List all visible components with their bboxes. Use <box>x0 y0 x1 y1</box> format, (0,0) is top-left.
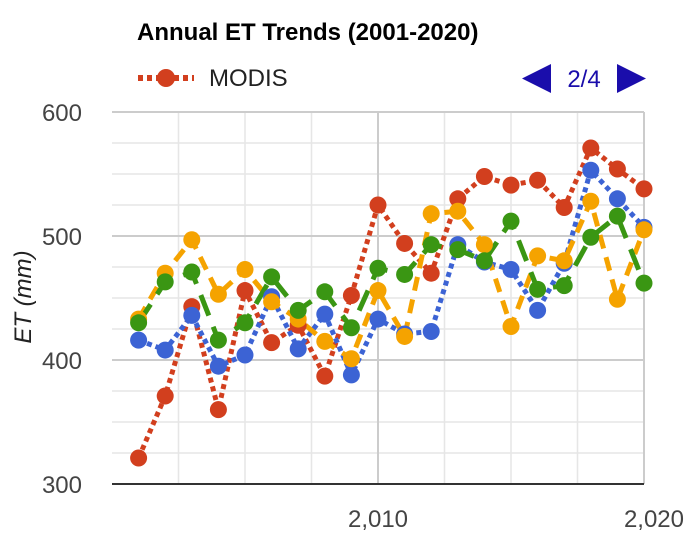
data-point-modis <box>396 234 414 252</box>
chart-title: Annual ET Trends (2001-2020) <box>137 19 478 46</box>
data-point-series-c <box>449 202 467 220</box>
data-point-modis <box>130 449 148 467</box>
data-point-series-b <box>130 331 148 349</box>
data-point-series-b <box>608 190 626 208</box>
data-point-series-d <box>263 268 281 286</box>
data-point-series-b <box>422 322 440 340</box>
data-point-series-d <box>608 207 626 225</box>
data-point-series-b <box>316 305 334 323</box>
data-point-series-d <box>635 274 653 292</box>
data-point-series-b <box>369 310 387 328</box>
data-point-series-c <box>555 252 573 270</box>
data-point-series-c <box>475 236 493 254</box>
data-point-series-c <box>608 290 626 308</box>
data-point-series-c <box>236 260 254 278</box>
data-point-series-b <box>183 306 201 324</box>
data-point-series-d <box>396 265 414 283</box>
data-point-series-c <box>396 327 414 345</box>
legend: MODIS 2/4 <box>138 64 646 93</box>
legend-prev-page-icon[interactable] <box>522 64 551 93</box>
data-point-series-c <box>369 282 387 300</box>
data-point-modis <box>316 367 334 385</box>
y-axis-title: ET (mm) <box>10 250 37 343</box>
data-point-series-d <box>130 314 148 332</box>
data-point-series-c <box>582 192 600 210</box>
data-point-modis <box>555 198 573 216</box>
data-point-series-d <box>289 301 307 319</box>
data-point-modis <box>422 264 440 282</box>
data-point-modis <box>449 190 467 208</box>
data-point-series-d <box>529 280 547 298</box>
data-point-series-c <box>342 350 360 368</box>
data-point-series-d <box>449 241 467 259</box>
data-point-modis <box>236 282 254 300</box>
data-point-modis <box>529 171 547 189</box>
data-point-series-d <box>236 314 254 332</box>
y-tick-label: 600 <box>42 100 82 127</box>
data-point-series-b <box>529 301 547 319</box>
data-point-series-d <box>502 212 520 230</box>
data-point-series-c <box>422 205 440 223</box>
data-point-series-d <box>369 259 387 277</box>
data-point-series-b <box>209 357 227 375</box>
data-point-series-d <box>156 273 174 291</box>
data-point-modis <box>342 287 360 305</box>
legend-marker-modis <box>157 69 175 87</box>
data-point-series-c <box>263 293 281 311</box>
data-point-modis <box>475 167 493 185</box>
data-point-modis <box>582 139 600 157</box>
data-point-series-d <box>183 263 201 281</box>
y-tick-label: 500 <box>42 224 82 251</box>
data-point-modis <box>209 401 227 419</box>
x-tick-label: 2,020 <box>624 506 684 533</box>
x-tick-label: 2,010 <box>348 506 408 533</box>
data-point-series-c <box>635 221 653 239</box>
data-point-series-d <box>209 331 227 349</box>
data-point-series-c <box>529 247 547 265</box>
data-point-series-c <box>183 231 201 249</box>
data-point-series-c <box>502 318 520 336</box>
data-point-series-b <box>156 341 174 359</box>
data-point-series-b <box>236 346 254 364</box>
data-point-series-d <box>316 283 334 301</box>
legend-next-page-icon[interactable] <box>617 64 646 93</box>
y-tick-label: 400 <box>42 348 82 375</box>
series-layer <box>130 139 653 467</box>
data-point-modis <box>502 176 520 194</box>
data-point-modis <box>263 334 281 352</box>
data-point-series-b <box>582 161 600 179</box>
data-point-modis <box>156 387 174 405</box>
axes: 600 500 400 300 2,010 2,020 <box>42 100 684 533</box>
data-point-series-c <box>316 332 334 350</box>
data-point-series-b <box>289 340 307 358</box>
data-point-series-d <box>555 277 573 295</box>
data-point-series-d <box>582 228 600 246</box>
series-line-series-b <box>137 167 646 378</box>
data-point-series-d <box>422 236 440 254</box>
data-point-modis <box>635 180 653 198</box>
data-point-modis <box>369 196 387 214</box>
data-point-series-c <box>209 285 227 303</box>
data-point-series-b <box>342 366 360 384</box>
y-tick-label: 300 <box>42 472 82 499</box>
data-point-modis <box>608 160 626 178</box>
data-point-series-d <box>342 319 360 337</box>
data-point-series-d <box>475 252 493 270</box>
legend-page-indicator: 2/4 <box>567 66 600 93</box>
data-point-series-b <box>502 260 520 278</box>
legend-label-modis: MODIS <box>209 65 288 92</box>
